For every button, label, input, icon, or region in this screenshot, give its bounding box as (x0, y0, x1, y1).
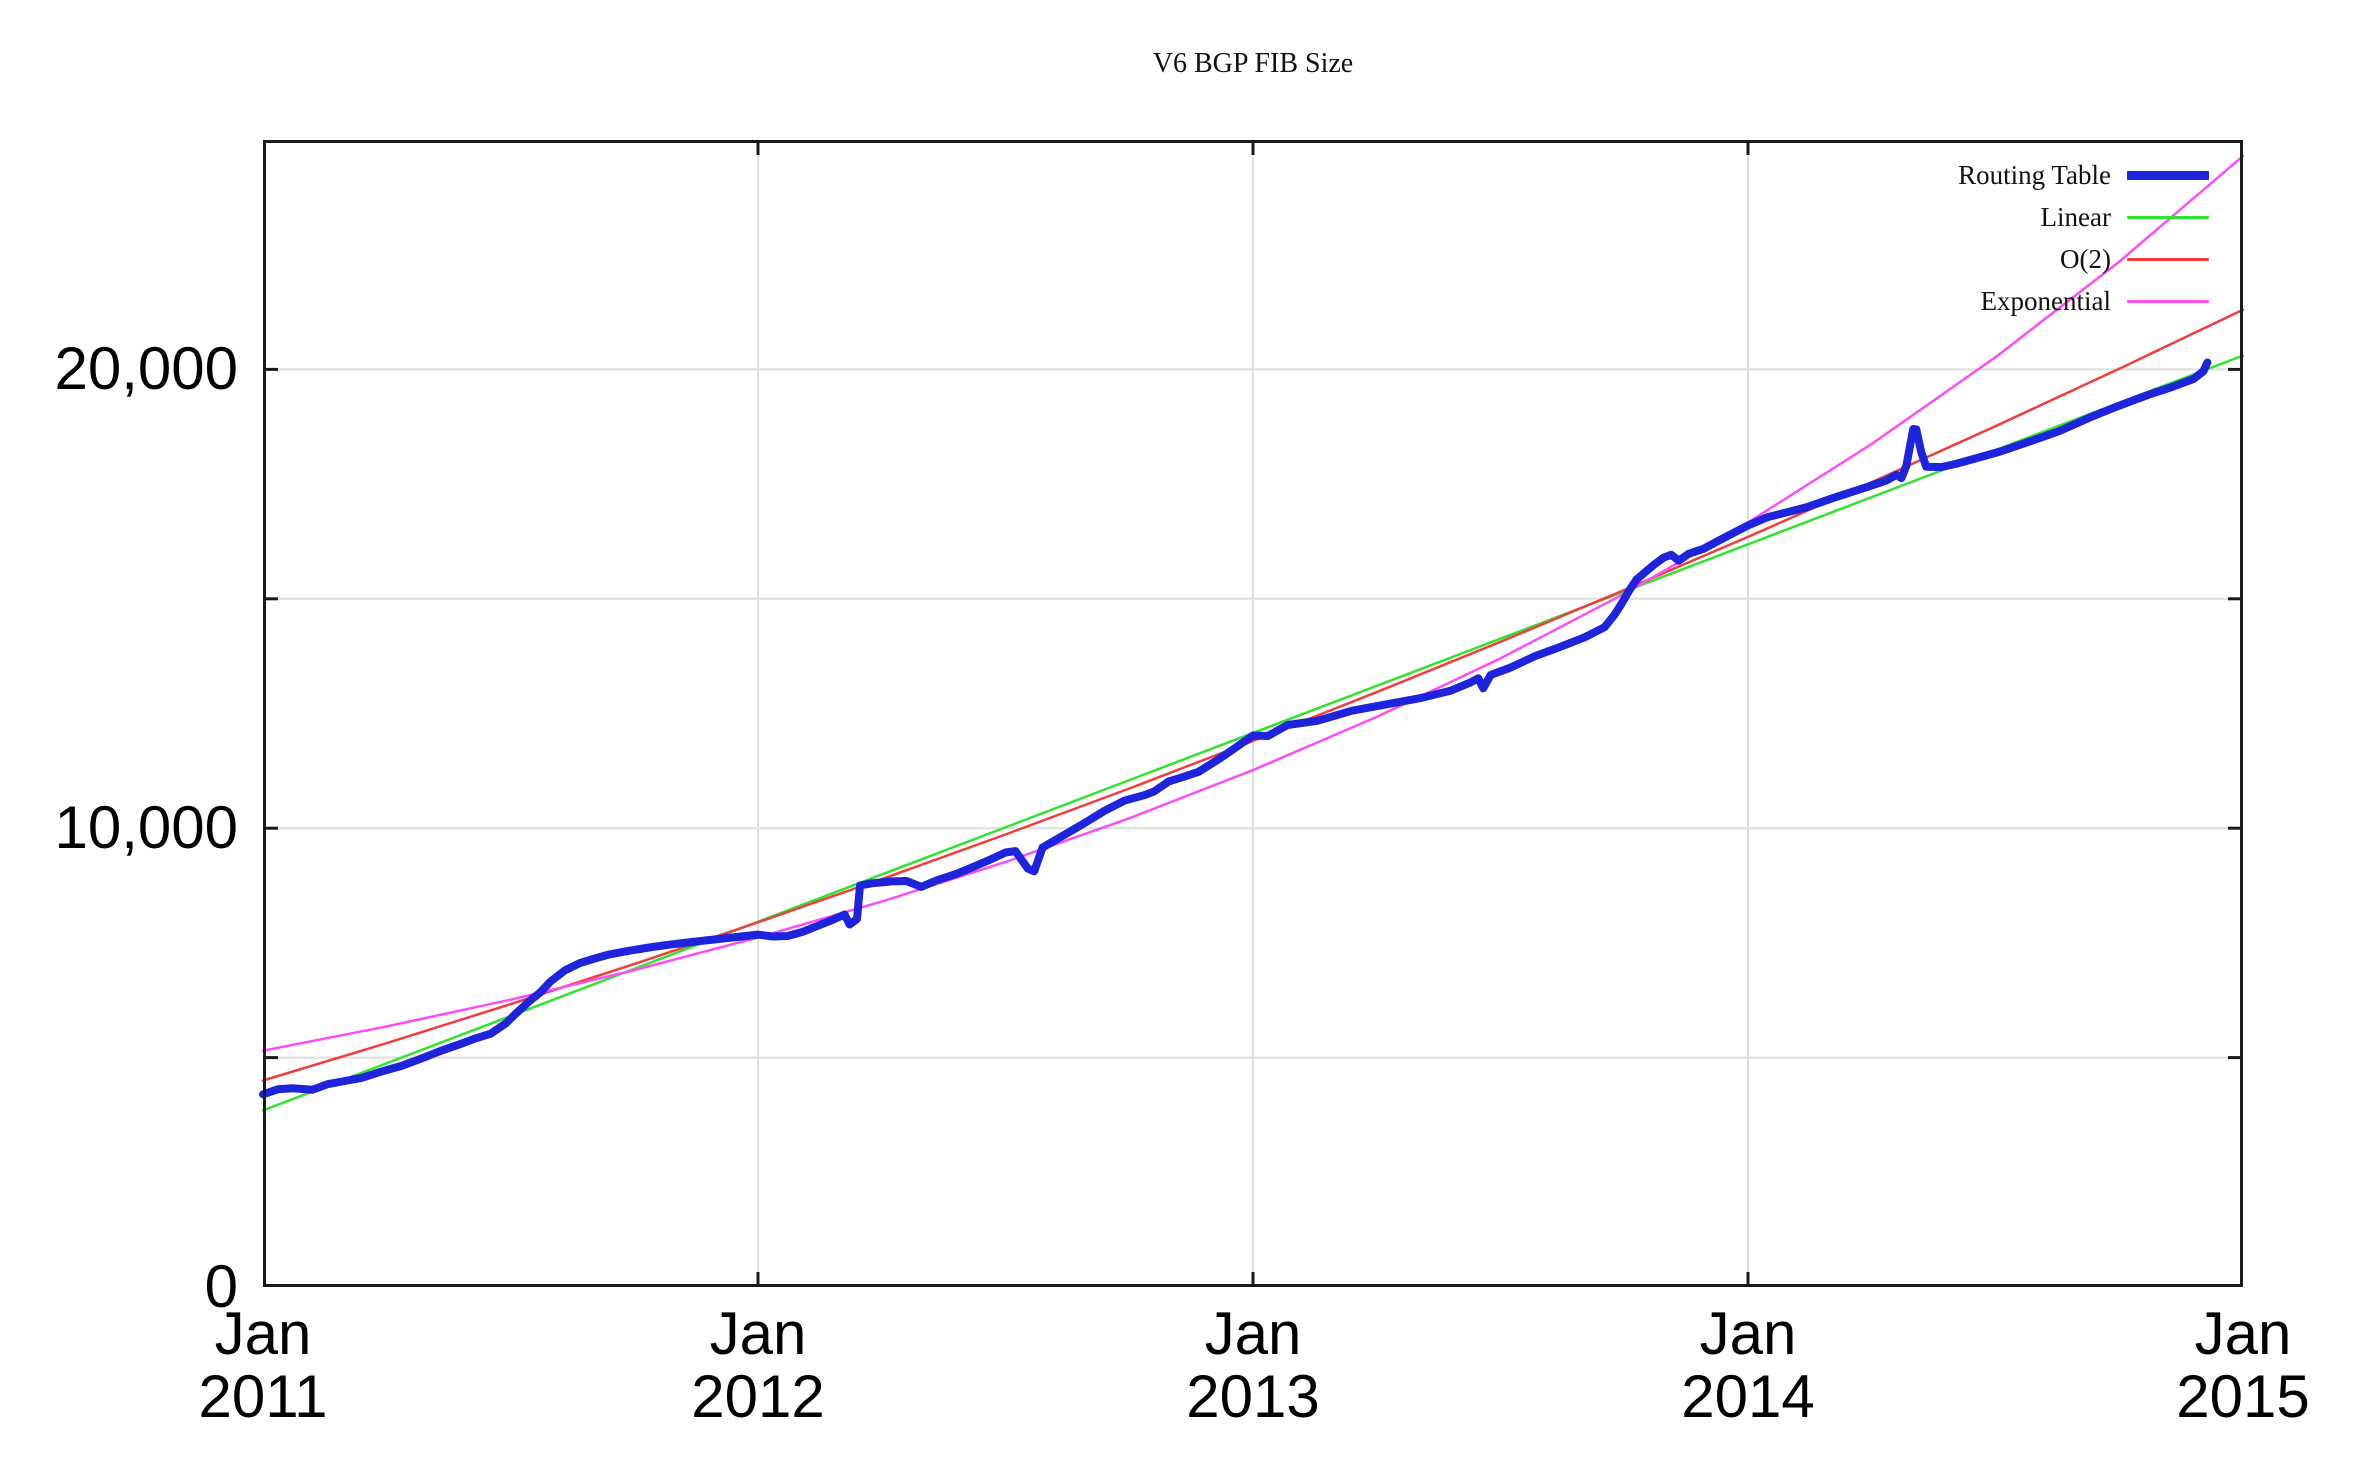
y-tick-label: 10,000 (54, 794, 238, 862)
y-tick-label: 0 (204, 1253, 238, 1320)
legend-line-swatch (2127, 299, 2209, 303)
x-tick-label: Jan 2011 (198, 1300, 328, 1430)
x-tick-label: Jan 2014 (1681, 1300, 1815, 1430)
legend-line-swatch (2127, 170, 2209, 180)
x-tick-label: Jan 2013 (1186, 1300, 1320, 1430)
legend-row-routing_table: Routing Table (1958, 154, 2209, 196)
x-tick-label: Jan 2012 (691, 1300, 825, 1430)
legend-line-swatch (2127, 215, 2209, 219)
legend-line-swatch (2127, 257, 2209, 261)
legend-row-linear: Linear (1958, 196, 2209, 238)
chart-legend: Routing Table Linear O(2) Exponential (1958, 154, 2209, 322)
legend-label: Exponential (1980, 285, 2111, 316)
x-tick-label: Jan 2015 (2176, 1300, 2310, 1430)
legend-label: Linear (2040, 201, 2111, 232)
series-line-routing_table (259, 358, 2212, 1099)
chart-title: V6 BGP FIB Size (1152, 48, 1354, 79)
legend-row-o2: O(2) (1958, 238, 2209, 280)
plot-area (259, 140, 2245, 1287)
y-tick-label: 20,000 (54, 335, 238, 403)
series-line-o2 (261, 308, 2245, 1082)
legend-label: O(2) (2060, 243, 2111, 274)
series-line-exponential (261, 154, 2245, 1052)
plot-border (263, 140, 2243, 1287)
legend-label: Routing Table (1958, 159, 2111, 190)
legend-row-exponential: Exponential (1958, 280, 2209, 322)
